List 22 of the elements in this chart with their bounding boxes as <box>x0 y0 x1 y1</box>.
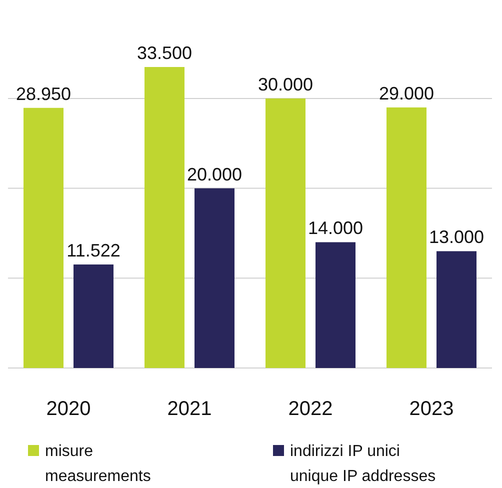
bar <box>144 67 184 368</box>
data-label: 14.000 <box>308 218 364 238</box>
data-label: 20.000 <box>186 164 242 184</box>
bar <box>194 188 234 368</box>
data-label: 29.000 <box>378 83 434 104</box>
bar <box>436 251 476 368</box>
x-tick-label: 2023 <box>409 398 454 420</box>
bar <box>24 108 64 368</box>
data-label: 13.000 <box>428 227 484 248</box>
legend-label: misure measurements <box>45 443 151 485</box>
legend-label: indirizzi IP unici unique IP addresses <box>290 443 436 485</box>
bar <box>74 264 114 368</box>
data-label: 33.500 <box>136 43 192 63</box>
x-tick-label: 2020 <box>46 398 91 420</box>
x-tick-label: 2022 <box>288 398 333 420</box>
x-tick-label: 2021 <box>167 398 212 420</box>
data-label: 11.522 <box>66 240 120 260</box>
data-label: 28.950 <box>16 84 72 104</box>
bar <box>266 98 306 368</box>
data-label: 30.000 <box>258 74 314 94</box>
bar <box>386 107 426 368</box>
bar <box>316 242 356 368</box>
